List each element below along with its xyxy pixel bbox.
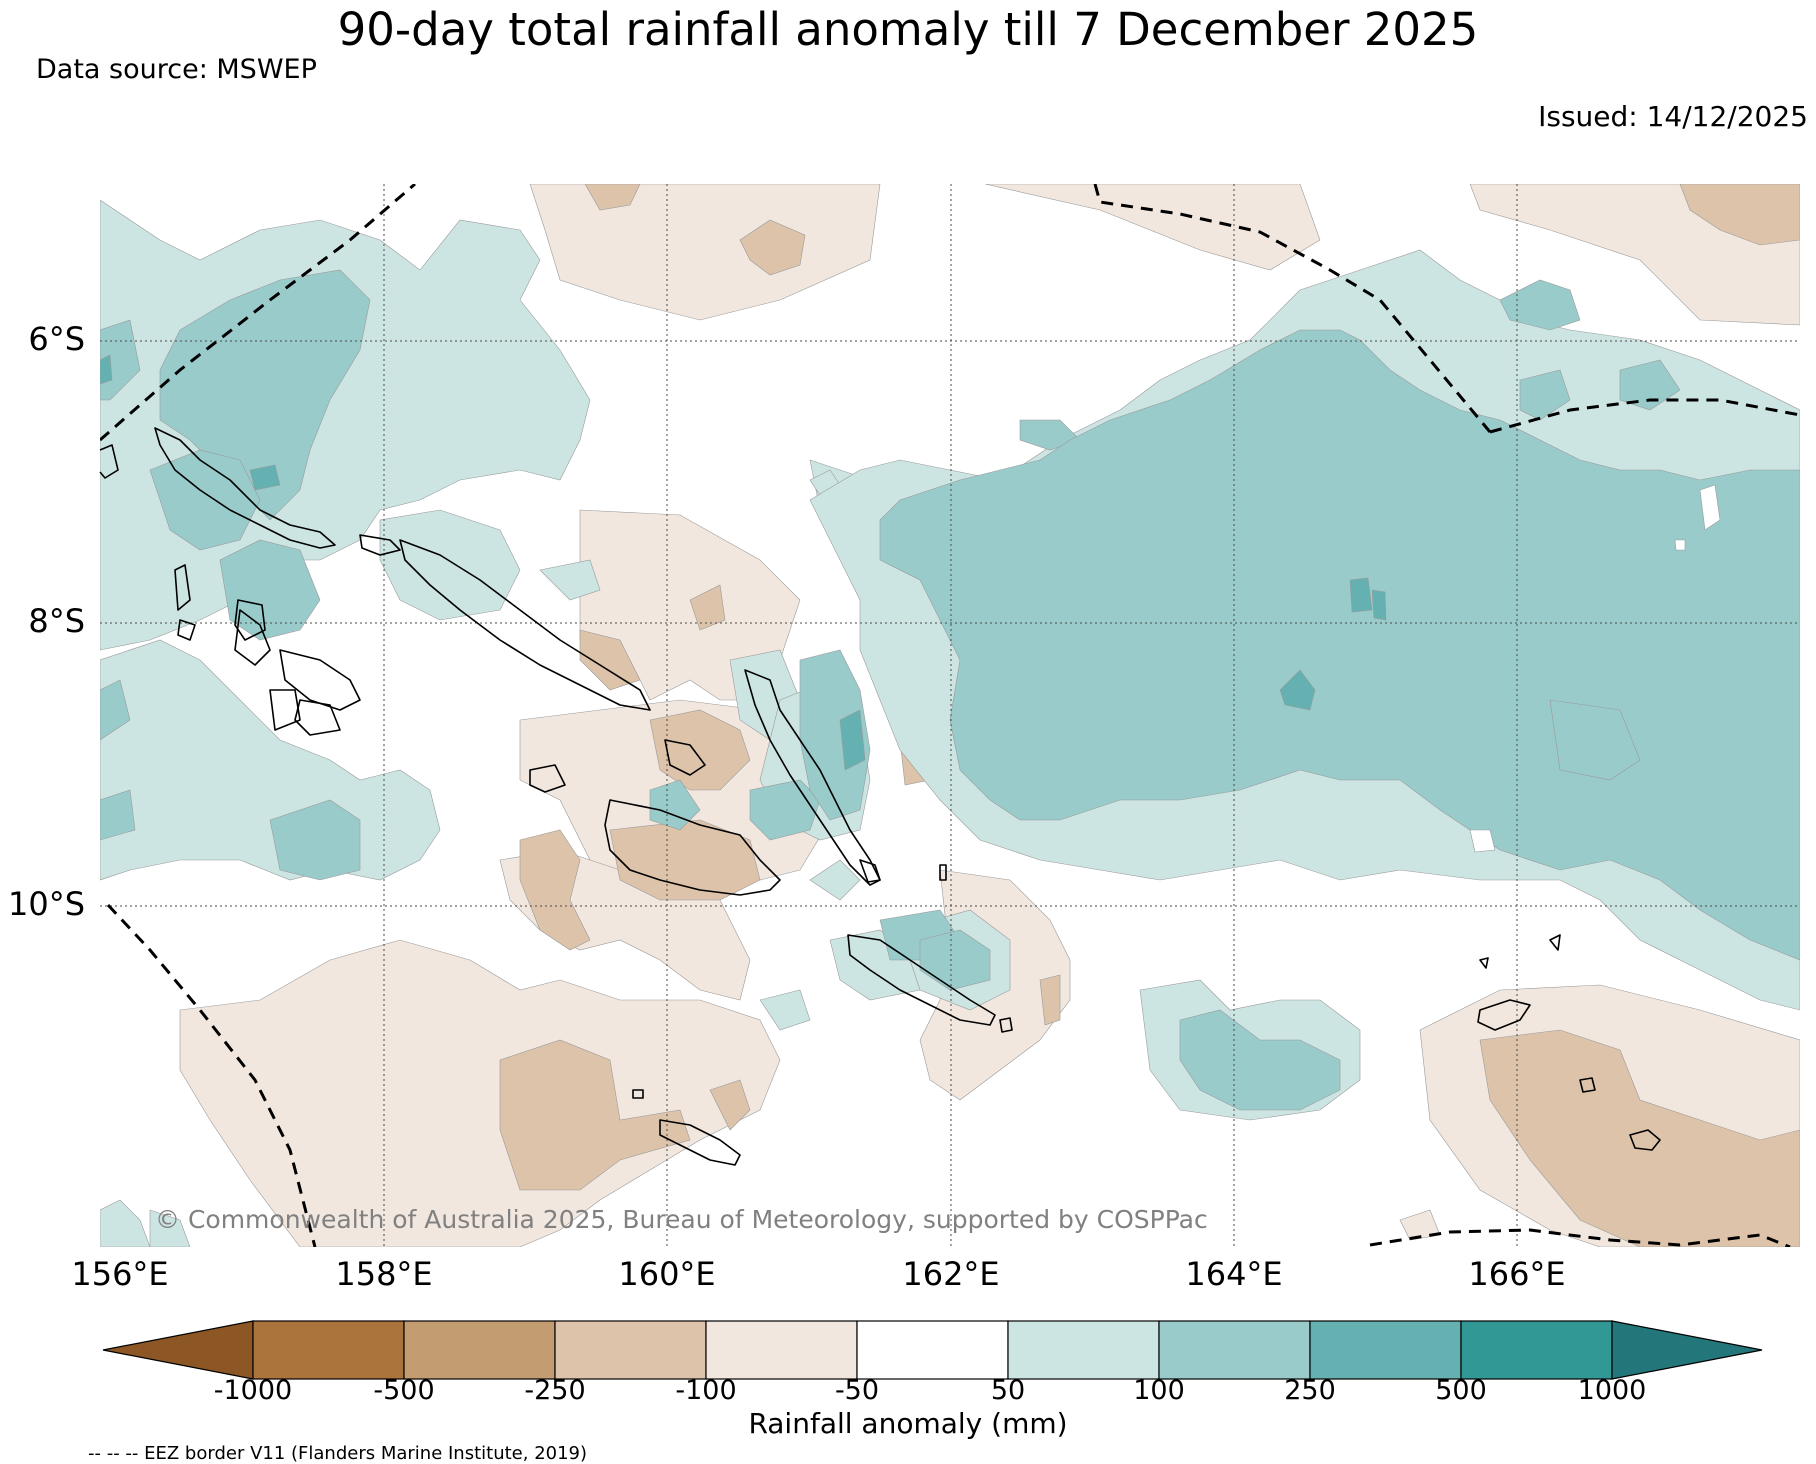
colorbar-tick: 500 xyxy=(1435,1375,1487,1406)
island-small-outline-2 xyxy=(1549,934,1561,951)
map-title: 90-day total rainfall anomaly till 7 Dec… xyxy=(337,3,1479,56)
lon-label-162e: 162°E xyxy=(902,1255,1000,1293)
island-bellona-outline xyxy=(632,1089,644,1099)
eez-legend-note: -- -- -- EEZ border V11 (Flanders Marine… xyxy=(88,1443,588,1464)
colorbar-bin xyxy=(252,1320,405,1380)
colorbar-tick: 100 xyxy=(1133,1375,1185,1406)
colorbar-bin xyxy=(403,1320,556,1380)
island-vanikoro-outline xyxy=(1579,1077,1596,1093)
island-ugi-outline xyxy=(999,1017,1013,1033)
colorbar-tick: -250 xyxy=(524,1375,586,1406)
island-gizo-outline xyxy=(177,619,196,641)
lon-label-160e: 160°E xyxy=(618,1255,716,1293)
lon-label-164e: 164°E xyxy=(1185,1255,1283,1293)
island-ranongga-outline xyxy=(174,564,191,611)
colorbar-bin xyxy=(1007,1320,1160,1380)
colorbar-tick: -1000 xyxy=(213,1375,293,1406)
copyright-text: © Commonwealth of Australia 2025, Bureau… xyxy=(155,1205,1208,1234)
colorbar xyxy=(102,1320,1763,1380)
dry-mid-regions xyxy=(499,184,1800,1247)
data-source: Data source: MSWEP xyxy=(36,54,317,85)
island-kolombangara-outline xyxy=(234,599,266,641)
colorbar-bin xyxy=(1158,1320,1311,1380)
lat-label-8s: 8°S xyxy=(28,602,85,640)
colorbar-bin xyxy=(1460,1320,1613,1380)
colorbar-tick: 250 xyxy=(1284,1375,1336,1406)
island-florida-outline xyxy=(664,739,706,776)
lat-label-6s: 6°S xyxy=(28,320,85,358)
colorbar-bin xyxy=(856,1320,1009,1380)
lon-label-166e: 166°E xyxy=(1468,1255,1566,1293)
lat-label-10s: 10°S xyxy=(7,885,85,923)
coastlines xyxy=(99,427,1661,1166)
island-vangunu-outline xyxy=(294,699,341,736)
island-small-outline-1 xyxy=(939,864,947,881)
eez-borders xyxy=(100,184,1800,1247)
island-espiritu-santo-outline xyxy=(1629,1129,1661,1151)
island-russell-outline xyxy=(529,764,566,793)
map-field xyxy=(100,184,1800,1247)
lon-label-156e: 156°E xyxy=(71,1255,169,1293)
colorbar-tick: -500 xyxy=(373,1375,435,1406)
colorbar-bin xyxy=(1309,1320,1462,1380)
island-santa-isabel-outline xyxy=(399,539,651,711)
colorbar-extend-low xyxy=(102,1320,254,1380)
graticule xyxy=(100,184,1800,1247)
colorbar-title: Rainfall anomaly (mm) xyxy=(748,1407,1068,1440)
colorbar-tick: 1000 xyxy=(1577,1375,1647,1406)
lon-label-158e: 158°E xyxy=(335,1255,433,1293)
colorbar-tick: -50 xyxy=(834,1375,880,1406)
colorbar-extend-high xyxy=(1611,1320,1763,1380)
island-new-georgia-group-outline xyxy=(279,649,361,711)
island-bougainville-tip-outline xyxy=(99,444,119,479)
island-rendova-outline xyxy=(269,689,301,731)
island-small-outline-3 xyxy=(1479,957,1489,969)
issued-date: Issued: 14/12/2025 xyxy=(1538,100,1808,133)
island-rennell-outline xyxy=(659,1119,741,1166)
wet-strong-regions xyxy=(100,354,1387,771)
colorbar-tick: 50 xyxy=(990,1375,1026,1406)
island-ontong-java-outline xyxy=(359,534,401,556)
colorbar-bin xyxy=(554,1320,707,1380)
wet-mid-regions xyxy=(100,269,1800,1111)
island-guadalcanal-outline xyxy=(604,799,781,896)
island-makira-outline xyxy=(847,934,996,1026)
near-normal-holes xyxy=(1469,484,1721,853)
island-santa-cruz-outline xyxy=(1477,999,1531,1031)
island-choiseul-outline xyxy=(154,427,336,549)
island-small-malaita-outline xyxy=(859,859,881,883)
island-new-georgia-outline xyxy=(234,609,271,666)
colorbar-bin xyxy=(705,1320,858,1380)
colorbar-tick: -100 xyxy=(675,1375,737,1406)
